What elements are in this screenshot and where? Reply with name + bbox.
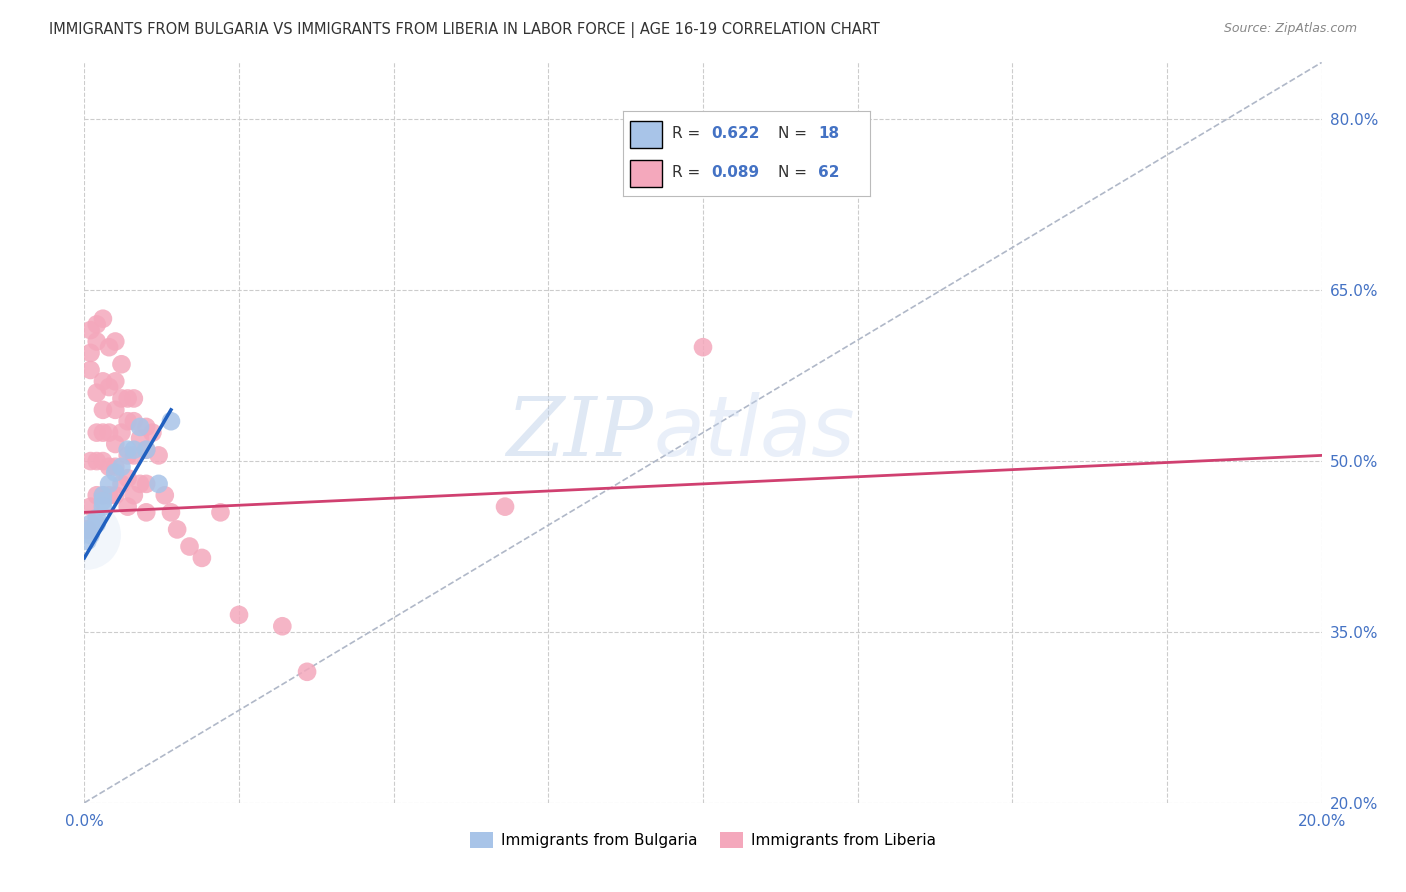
Point	[86, 318, 108, 332]
Point	[122, 488, 145, 502]
Point	[135, 476, 157, 491]
Point	[110, 425, 132, 440]
Point	[98, 459, 121, 474]
Point	[75, 523, 97, 537]
Point	[117, 442, 139, 457]
Point	[79, 500, 101, 514]
Point	[98, 476, 121, 491]
Text: atlas: atlas	[654, 392, 855, 473]
Point	[148, 449, 170, 463]
Point	[79, 523, 101, 537]
Point	[104, 488, 127, 502]
Point	[79, 454, 101, 468]
Point	[129, 431, 152, 445]
Point	[135, 442, 157, 457]
Point	[104, 402, 127, 417]
Point	[104, 466, 127, 480]
Point	[91, 311, 114, 326]
Point	[110, 392, 132, 406]
Point	[110, 476, 132, 491]
Point	[129, 476, 152, 491]
Point	[91, 425, 114, 440]
Point	[160, 414, 183, 428]
Point	[129, 420, 152, 434]
Point	[104, 437, 127, 451]
Point	[135, 442, 157, 457]
Point	[104, 459, 127, 474]
Point	[76, 533, 98, 548]
Point	[117, 414, 139, 428]
Point	[86, 385, 108, 400]
Point	[86, 488, 108, 502]
Legend: Immigrants from Bulgaria, Immigrants from Liberia: Immigrants from Bulgaria, Immigrants fro…	[464, 826, 942, 855]
Text: Source: ZipAtlas.com: Source: ZipAtlas.com	[1223, 22, 1357, 36]
Point	[135, 420, 157, 434]
Text: ZIP: ZIP	[506, 392, 654, 473]
Point	[228, 607, 250, 622]
Point	[79, 516, 101, 531]
Point	[91, 500, 114, 514]
Point	[91, 488, 114, 502]
Point	[110, 357, 132, 371]
Point	[98, 488, 121, 502]
Point	[692, 340, 714, 354]
Point	[75, 528, 97, 542]
Point	[104, 334, 127, 349]
Point	[76, 523, 98, 537]
Point	[135, 505, 157, 519]
Point	[122, 442, 145, 457]
Point	[117, 449, 139, 463]
Point	[86, 425, 108, 440]
Point	[104, 375, 127, 389]
Point	[153, 488, 176, 502]
Point	[166, 523, 188, 537]
Point	[91, 375, 114, 389]
Point	[117, 471, 139, 485]
Point	[110, 459, 132, 474]
Text: IMMIGRANTS FROM BULGARIA VS IMMIGRANTS FROM LIBERIA IN LABOR FORCE | AGE 16-19 C: IMMIGRANTS FROM BULGARIA VS IMMIGRANTS F…	[49, 22, 880, 38]
Point	[209, 505, 232, 519]
Point	[179, 540, 201, 554]
Point	[98, 380, 121, 394]
Point	[148, 476, 170, 491]
Point	[117, 392, 139, 406]
Point	[98, 425, 121, 440]
Point	[160, 505, 183, 519]
Point	[86, 516, 108, 531]
Point	[122, 392, 145, 406]
Point	[91, 454, 114, 468]
Point	[98, 340, 121, 354]
Point	[295, 665, 318, 679]
Point	[79, 528, 101, 542]
Point	[86, 511, 108, 525]
Point	[122, 414, 145, 428]
Point	[79, 346, 101, 360]
Point	[86, 334, 108, 349]
Point	[86, 454, 108, 468]
Point	[79, 323, 101, 337]
Point	[271, 619, 294, 633]
Point	[494, 500, 516, 514]
Point	[141, 425, 163, 440]
Point	[191, 550, 214, 565]
Point	[91, 494, 114, 508]
Point	[79, 363, 101, 377]
Point	[117, 500, 139, 514]
Point	[122, 449, 145, 463]
Point	[91, 488, 114, 502]
Point	[91, 402, 114, 417]
